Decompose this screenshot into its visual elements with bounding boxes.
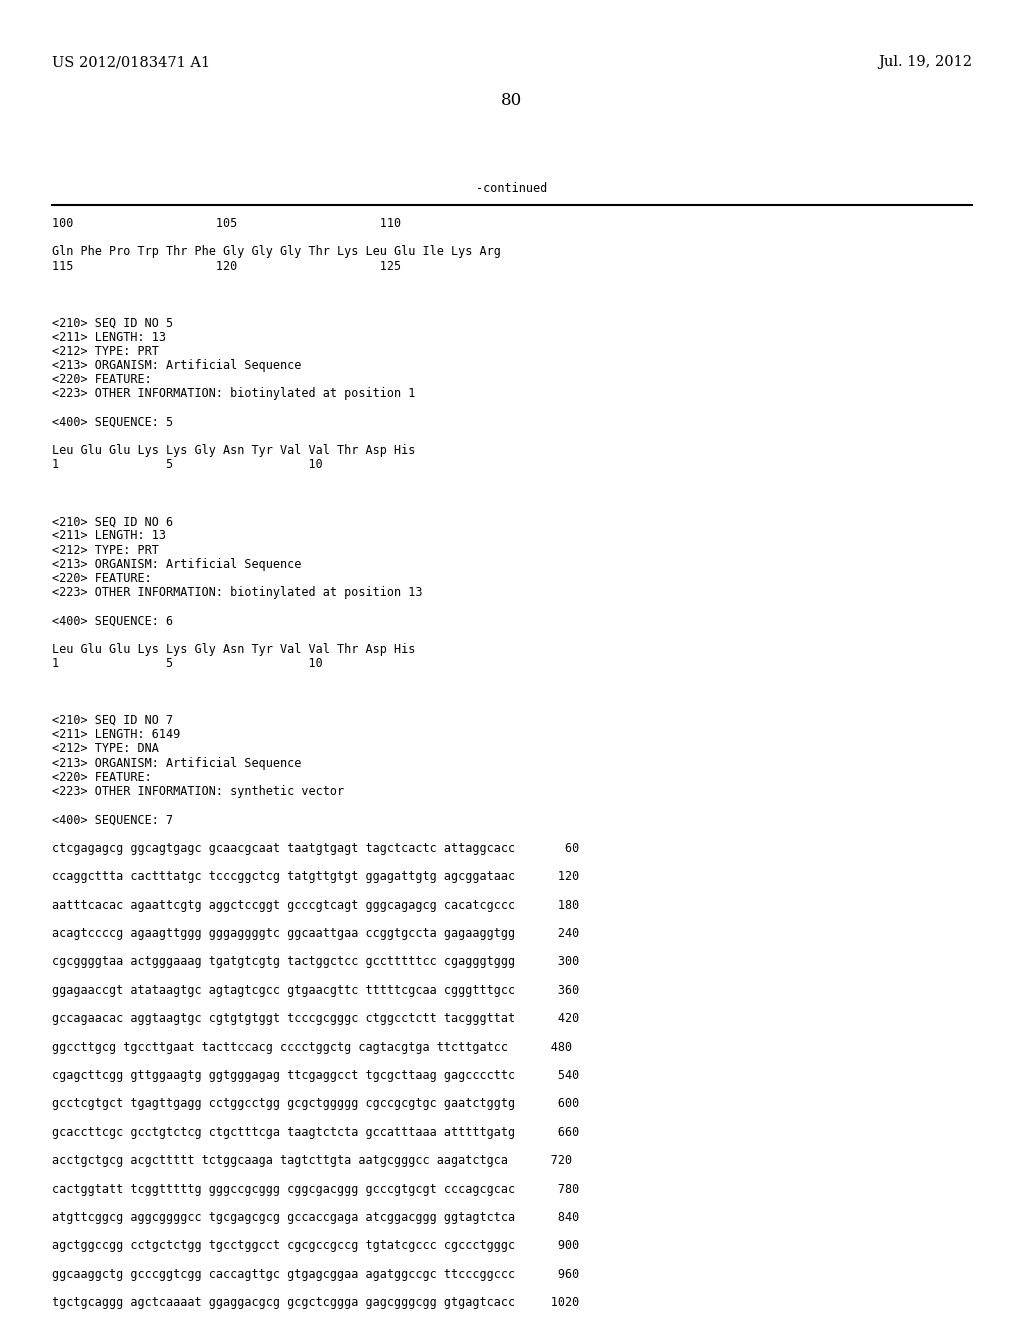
Text: ggagaaccgt atataagtgc agtagtcgcc gtgaacgttc tttttcgcaa cgggtttgcc      360: ggagaaccgt atataagtgc agtagtcgcc gtgaacg…: [52, 983, 580, 997]
Text: ggccttgcg tgccttgaat tacttccacg cccctggctg cagtacgtga ttcttgatcc      480: ggccttgcg tgccttgaat tacttccacg cccctggc…: [52, 1040, 572, 1053]
Text: tgctgcaggg agctcaaaat ggaggacgcg gcgctcggga gagcgggcgg gtgagtcacc     1020: tgctgcaggg agctcaaaat ggaggacgcg gcgctcg…: [52, 1296, 580, 1309]
Text: ccaggcttta cactttatgc tcccggctcg tatgttgtgt ggagattgtg agcggataac      120: ccaggcttta cactttatgc tcccggctcg tatgttg…: [52, 870, 580, 883]
Text: cactggtatt tcggtttttg gggccgcggg cggcgacggg gcccgtgcgt cccagcgcac      780: cactggtatt tcggtttttg gggccgcggg cggcgac…: [52, 1183, 580, 1196]
Text: 1               5                   10: 1 5 10: [52, 657, 323, 671]
Text: <212> TYPE: PRT: <212> TYPE: PRT: [52, 345, 159, 358]
Text: <220> FEATURE:: <220> FEATURE:: [52, 771, 152, 784]
Text: <211> LENGTH: 6149: <211> LENGTH: 6149: [52, 729, 180, 742]
Text: gcctcgtgct tgagttgagg cctggcctgg gcgctggggg cgccgcgtgc gaatctggtg      600: gcctcgtgct tgagttgagg cctggcctgg gcgctgg…: [52, 1097, 580, 1110]
Text: acctgctgcg acgcttttt tctggcaaga tagtcttgta aatgcgggcc aagatctgca      720: acctgctgcg acgcttttt tctggcaaga tagtcttg…: [52, 1154, 572, 1167]
Text: <400> SEQUENCE: 5: <400> SEQUENCE: 5: [52, 416, 173, 429]
Text: 100                    105                    110: 100 105 110: [52, 216, 401, 230]
Text: US 2012/0183471 A1: US 2012/0183471 A1: [52, 55, 210, 69]
Text: <212> TYPE: PRT: <212> TYPE: PRT: [52, 544, 159, 557]
Text: <223> OTHER INFORMATION: biotinylated at position 13: <223> OTHER INFORMATION: biotinylated at…: [52, 586, 423, 599]
Text: gcaccttcgc gcctgtctcg ctgctttcga taagtctcta gccatttaaa atttttgatg      660: gcaccttcgc gcctgtctcg ctgctttcga taagtct…: [52, 1126, 580, 1139]
Text: <223> OTHER INFORMATION: synthetic vector: <223> OTHER INFORMATION: synthetic vecto…: [52, 785, 344, 799]
Text: <400> SEQUENCE: 7: <400> SEQUENCE: 7: [52, 813, 173, 826]
Text: gccagaacac aggtaagtgc cgtgtgtggt tcccgcgggc ctggcctctt tacgggttat      420: gccagaacac aggtaagtgc cgtgtgtggt tcccgcg…: [52, 1012, 580, 1026]
Text: 80: 80: [502, 92, 522, 110]
Text: agctggccgg cctgctctgg tgcctggcct cgcgccgccg tgtatcgccc cgccctgggc      900: agctggccgg cctgctctgg tgcctggcct cgcgccg…: [52, 1239, 580, 1253]
Text: 115                    120                    125: 115 120 125: [52, 260, 401, 273]
Text: <213> ORGANISM: Artificial Sequence: <213> ORGANISM: Artificial Sequence: [52, 756, 301, 770]
Text: Leu Glu Glu Lys Lys Gly Asn Tyr Val Val Thr Asp His: Leu Glu Glu Lys Lys Gly Asn Tyr Val Val …: [52, 643, 416, 656]
Text: <223> OTHER INFORMATION: biotinylated at position 1: <223> OTHER INFORMATION: biotinylated at…: [52, 387, 416, 400]
Text: -continued: -continued: [476, 182, 548, 195]
Text: cgagcttcgg gttggaagtg ggtgggagag ttcgaggcct tgcgcttaag gagccccttc      540: cgagcttcgg gttggaagtg ggtgggagag ttcgagg…: [52, 1069, 580, 1082]
Text: Gln Phe Pro Trp Thr Phe Gly Gly Gly Thr Lys Leu Glu Ile Lys Arg: Gln Phe Pro Trp Thr Phe Gly Gly Gly Thr …: [52, 246, 501, 259]
Text: acagtccccg agaagttggg gggaggggtc ggcaattgaa ccggtgccta gagaaggtgg      240: acagtccccg agaagttggg gggaggggtc ggcaatt…: [52, 927, 580, 940]
Text: atgttcggcg aggcggggcc tgcgagcgcg gccaccgaga atcggacggg ggtagtctca      840: atgttcggcg aggcggggcc tgcgagcgcg gccaccg…: [52, 1210, 580, 1224]
Text: <212> TYPE: DNA: <212> TYPE: DNA: [52, 742, 159, 755]
Text: 1               5                   10: 1 5 10: [52, 458, 323, 471]
Text: <213> ORGANISM: Artificial Sequence: <213> ORGANISM: Artificial Sequence: [52, 359, 301, 372]
Text: <220> FEATURE:: <220> FEATURE:: [52, 572, 152, 585]
Text: Jul. 19, 2012: Jul. 19, 2012: [878, 55, 972, 69]
Text: <213> ORGANISM: Artificial Sequence: <213> ORGANISM: Artificial Sequence: [52, 558, 301, 570]
Text: <211> LENGTH: 13: <211> LENGTH: 13: [52, 529, 166, 543]
Text: <210> SEQ ID NO 5: <210> SEQ ID NO 5: [52, 317, 173, 330]
Text: <210> SEQ ID NO 7: <210> SEQ ID NO 7: [52, 714, 173, 727]
Text: cgcggggtaa actgggaaag tgatgtcgtg tactggctcc gcctttttcc cgagggtggg      300: cgcggggtaa actgggaaag tgatgtcgtg tactggc…: [52, 956, 580, 969]
Text: <220> FEATURE:: <220> FEATURE:: [52, 374, 152, 387]
Text: aatttcacac agaattcgtg aggctccggt gcccgtcagt gggcagagcg cacatcgccc      180: aatttcacac agaattcgtg aggctccggt gcccgtc…: [52, 899, 580, 912]
Text: ctcgagagcg ggcagtgagc gcaacgcaat taatgtgagt tagctcactc attaggcacc       60: ctcgagagcg ggcagtgagc gcaacgcaat taatgtg…: [52, 842, 580, 855]
Text: <400> SEQUENCE: 6: <400> SEQUENCE: 6: [52, 615, 173, 627]
Text: <211> LENGTH: 13: <211> LENGTH: 13: [52, 330, 166, 343]
Text: ggcaaggctg gcccggtcgg caccagttgc gtgagcggaa agatggccgc ttcccggccc      960: ggcaaggctg gcccggtcgg caccagttgc gtgagcg…: [52, 1267, 580, 1280]
Text: Leu Glu Glu Lys Lys Gly Asn Tyr Val Val Thr Asp His: Leu Glu Glu Lys Lys Gly Asn Tyr Val Val …: [52, 445, 416, 457]
Text: <210> SEQ ID NO 6: <210> SEQ ID NO 6: [52, 515, 173, 528]
